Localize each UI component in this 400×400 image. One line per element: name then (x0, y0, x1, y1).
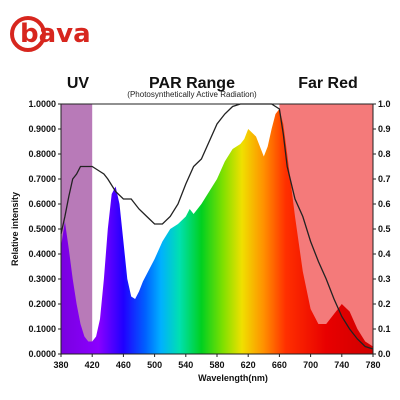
x-tick-label: 660 (272, 360, 287, 370)
y-right-tick-label: 0.1 (378, 324, 391, 334)
y-right-tick-label: 0.4 (378, 249, 391, 259)
x-tick-label: 380 (53, 360, 68, 370)
y-left-tick-label: 0.2000 (28, 299, 56, 309)
y-right-tick-label: 0.2 (378, 299, 391, 309)
spectrum-series-area (61, 109, 373, 354)
y-left-tick-label: 0.9000 (28, 124, 56, 134)
brand-logo: bava (10, 16, 91, 52)
par-line (60, 103, 374, 350)
x-tick-label: 500 (147, 360, 162, 370)
logo-ring (10, 16, 46, 52)
par-header: PAR Range (149, 75, 235, 92)
x-tick-label: 740 (334, 360, 349, 370)
y-right-tick-label: 0.0 (378, 349, 391, 359)
x-tick-label: 420 (85, 360, 100, 370)
y-left-tick-label: 0.0000 (28, 349, 56, 359)
spectrum-area (61, 109, 373, 354)
y-left-tick-label: 0.4000 (28, 249, 56, 259)
y-left-tick-label: 0.8000 (28, 149, 56, 159)
y-left-tick-label: 0.7000 (28, 174, 56, 184)
y-left-tick-label: 0.5000 (28, 224, 56, 234)
y-right-tick-label: 0.9 (378, 124, 391, 134)
far-red-header: Far Red (298, 75, 358, 92)
x-tick-label: 620 (241, 360, 256, 370)
y-right-tick-label: 0.6 (378, 199, 391, 209)
y-left-tick-label: 0.3000 (28, 274, 56, 284)
y-right-tick-label: 1.0 (378, 99, 391, 109)
y-axis-label: Relative intensity (10, 192, 20, 266)
y-right-tick-label: 0.7 (378, 174, 391, 184)
y-right-tick-label: 0.8 (378, 149, 391, 159)
x-tick-label: 460 (116, 360, 131, 370)
y-left-tick-label: 0.6000 (28, 199, 56, 209)
y-right-tick-label: 0.5 (378, 224, 391, 234)
x-tick-label: 580 (209, 360, 224, 370)
logo-text: bava (20, 19, 91, 49)
x-tick-label: 700 (303, 360, 318, 370)
y-right-tick-label: 0.3 (378, 274, 391, 284)
par-subheader: (Photosynthetically Active Radiation) (127, 90, 257, 99)
axes: 0.00000.10000.20000.30000.40000.50000.60… (28, 99, 390, 370)
x-tick-label: 540 (178, 360, 193, 370)
par-series-line (60, 103, 374, 350)
uv-header: UV (67, 75, 90, 92)
y-left-tick-label: 0.1000 (28, 324, 56, 334)
x-axis-label: Wavelength(nm) (198, 373, 268, 383)
y-left-tick-label: 1.0000 (28, 99, 56, 109)
x-tick-label: 780 (365, 360, 380, 370)
